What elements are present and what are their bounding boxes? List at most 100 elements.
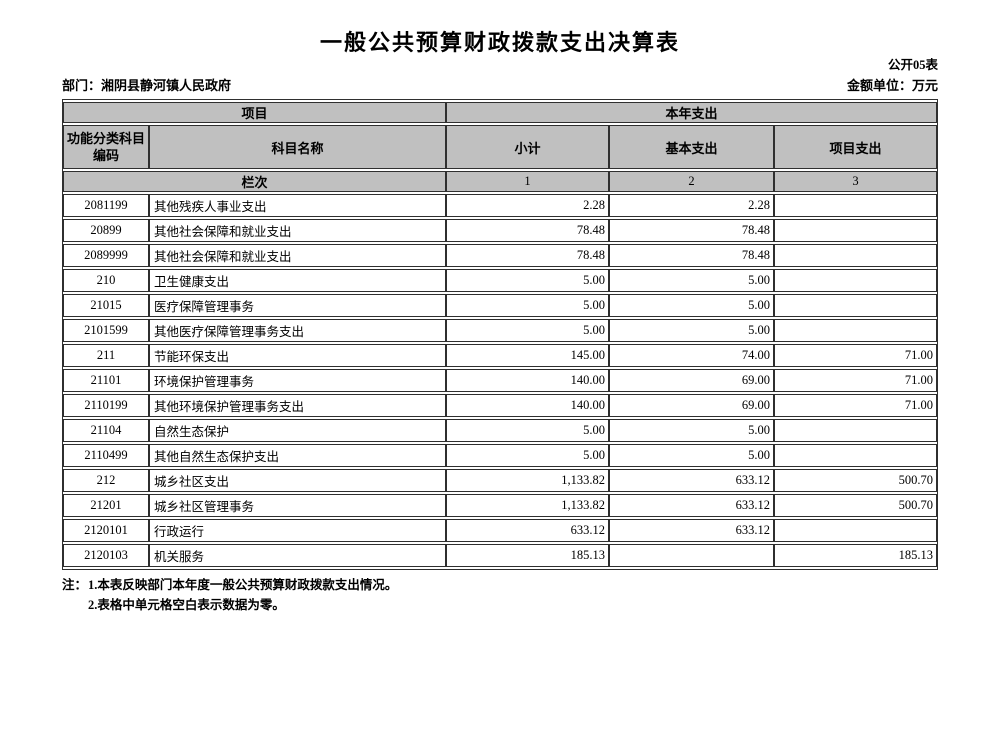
cell-basic: 78.48	[609, 244, 775, 267]
cell-basic: 78.48	[609, 219, 775, 242]
cell-name: 机关服务	[149, 544, 447, 567]
table-row: 2101599 其他医疗保障管理事务支出 5.00 5.00	[63, 319, 937, 342]
cell-subtotal: 5.00	[446, 444, 610, 467]
page-title: 一般公共预算财政拨款支出决算表	[319, 30, 680, 55]
cell-name: 城乡社区支出	[149, 469, 447, 492]
cell-subtotal: 140.00	[446, 369, 610, 392]
cell-name: 其他环境保护管理事务支出	[149, 394, 447, 417]
cell-code: 212	[63, 469, 149, 492]
cell-project	[774, 319, 937, 342]
meta-line: 部门：湘阴县静河镇人民政府 金额单位：万元	[62, 78, 938, 94]
table-row: 2089999 其他社会保障和就业支出 78.48 78.48	[63, 244, 937, 267]
cell-subtotal: 78.48	[446, 244, 610, 267]
cell-subtotal: 1,133.82	[446, 469, 610, 492]
cell-name: 其他社会保障和就业支出	[149, 244, 447, 267]
cell-project	[774, 444, 937, 467]
cell-name: 环境保护管理事务	[149, 369, 447, 392]
cell-name: 医疗保障管理事务	[149, 294, 447, 317]
cell-project: 71.00	[774, 369, 937, 392]
table-header: 项目 本年支出 功能分类科目编码 科目名称 小计 基本支出 项目支出 栏次 1 …	[63, 102, 937, 192]
cell-basic: 5.00	[609, 419, 775, 442]
cell-subtotal: 633.12	[446, 519, 610, 542]
table-row: 2110199 其他环境保护管理事务支出 140.00 69.00 71.00	[63, 394, 937, 417]
cell-code: 21104	[63, 419, 149, 442]
table-row: 2120103 机关服务 185.13 185.13	[63, 544, 937, 567]
cell-code: 2110199	[63, 394, 149, 417]
table-row: 2110499 其他自然生态保护支出 5.00 5.00	[63, 444, 937, 467]
cell-subtotal: 140.00	[446, 394, 610, 417]
cell-name: 其他医疗保障管理事务支出	[149, 319, 447, 342]
header-group-row: 项目 本年支出	[63, 102, 937, 123]
cell-project: 185.13	[774, 544, 937, 567]
cell-code: 2110499	[63, 444, 149, 467]
header-row-label: 栏次	[63, 171, 447, 192]
cell-code: 2089999	[63, 244, 149, 267]
cell-name: 城乡社区管理事务	[149, 494, 447, 517]
cell-basic: 69.00	[609, 369, 775, 392]
table-row: 21104 自然生态保护 5.00 5.00	[63, 419, 937, 442]
expense-table: 项目 本年支出 功能分类科目编码 科目名称 小计 基本支出 项目支出 栏次 1 …	[62, 99, 938, 570]
note-text-2: 2.表格中单元格空白表示数据为零。	[88, 598, 285, 612]
doc-code-label: 公开05表	[887, 58, 938, 72]
cell-basic: 74.00	[609, 344, 775, 367]
cell-basic: 5.00	[609, 319, 775, 342]
cell-basic: 5.00	[609, 294, 775, 317]
note-text-1: 1.本表反映部门本年度一般公共预算财政拨款支出情况。	[88, 578, 398, 592]
cell-code: 21101	[63, 369, 149, 392]
header-project-group: 项目	[63, 102, 447, 123]
header-col-name: 科目名称	[149, 125, 447, 169]
cell-basic: 2.28	[609, 194, 775, 217]
note-line-1: 注： 1.本表反映部门本年度一般公共预算财政拨款支出情况。	[62, 575, 938, 595]
cell-subtotal: 185.13	[446, 544, 610, 567]
cell-project	[774, 419, 937, 442]
cell-basic: 633.12	[609, 469, 775, 492]
document-page: 一般公共预算财政拨款支出决算表 公开05表 部门：湘阴县静河镇人民政府 金额单位…	[62, 30, 938, 615]
cell-basic: 5.00	[609, 269, 775, 292]
cell-project: 500.70	[774, 469, 937, 492]
header-col-subtotal: 小计	[446, 125, 610, 169]
note-indent	[62, 595, 88, 615]
cell-name: 卫生健康支出	[149, 269, 447, 292]
cell-basic: 5.00	[609, 444, 775, 467]
cell-name: 其他社会保障和就业支出	[149, 219, 447, 242]
header-index-row: 栏次 1 2 3	[63, 171, 937, 192]
header-col-index-1: 1	[446, 171, 610, 192]
header-year-expense-group: 本年支出	[446, 102, 937, 123]
cell-code: 2101599	[63, 319, 149, 342]
cell-project	[774, 244, 937, 267]
cell-project: 71.00	[774, 344, 937, 367]
cell-basic: 633.12	[609, 494, 775, 517]
header-col-index-2: 2	[609, 171, 775, 192]
cell-name: 节能环保支出	[149, 344, 447, 367]
cell-project: 500.70	[774, 494, 937, 517]
cell-name: 行政运行	[149, 519, 447, 542]
cell-subtotal: 5.00	[446, 294, 610, 317]
cell-project	[774, 269, 937, 292]
table-row: 2120101 行政运行 633.12 633.12	[63, 519, 937, 542]
header-columns-row: 功能分类科目编码 科目名称 小计 基本支出 项目支出	[63, 125, 937, 169]
cell-project: 71.00	[774, 394, 937, 417]
cell-project	[774, 194, 937, 217]
table-row: 21201 城乡社区管理事务 1,133.82 633.12 500.70	[63, 494, 937, 517]
cell-code: 21015	[63, 294, 149, 317]
department-label: 部门：湘阴县静河镇人民政府	[62, 78, 232, 93]
header-col-index-3: 3	[774, 171, 937, 192]
cell-name: 其他残疾人事业支出	[149, 194, 447, 217]
cell-basic: 633.12	[609, 519, 775, 542]
cell-code: 20899	[63, 219, 149, 242]
table-row: 21101 环境保护管理事务 140.00 69.00 71.00	[63, 369, 937, 392]
cell-subtotal: 5.00	[446, 269, 610, 292]
cell-subtotal: 2.28	[446, 194, 610, 217]
cell-code: 211	[63, 344, 149, 367]
table-body: 2081199 其他残疾人事业支出 2.28 2.28 20899 其他社会保障和就业支出…	[63, 194, 937, 567]
unit-label: 金额单位：万元	[846, 78, 938, 93]
cell-subtotal: 5.00	[446, 319, 610, 342]
table-row: 210 卫生健康支出 5.00 5.00	[63, 269, 937, 292]
table-row: 20899 其他社会保障和就业支出 78.48 78.48	[63, 219, 937, 242]
cell-subtotal: 145.00	[446, 344, 610, 367]
header-col-code: 功能分类科目编码	[63, 125, 149, 169]
cell-project	[774, 294, 937, 317]
cell-subtotal: 1,133.82	[446, 494, 610, 517]
table-row: 211 节能环保支出 145.00 74.00 71.00	[63, 344, 937, 367]
cell-project	[774, 219, 937, 242]
